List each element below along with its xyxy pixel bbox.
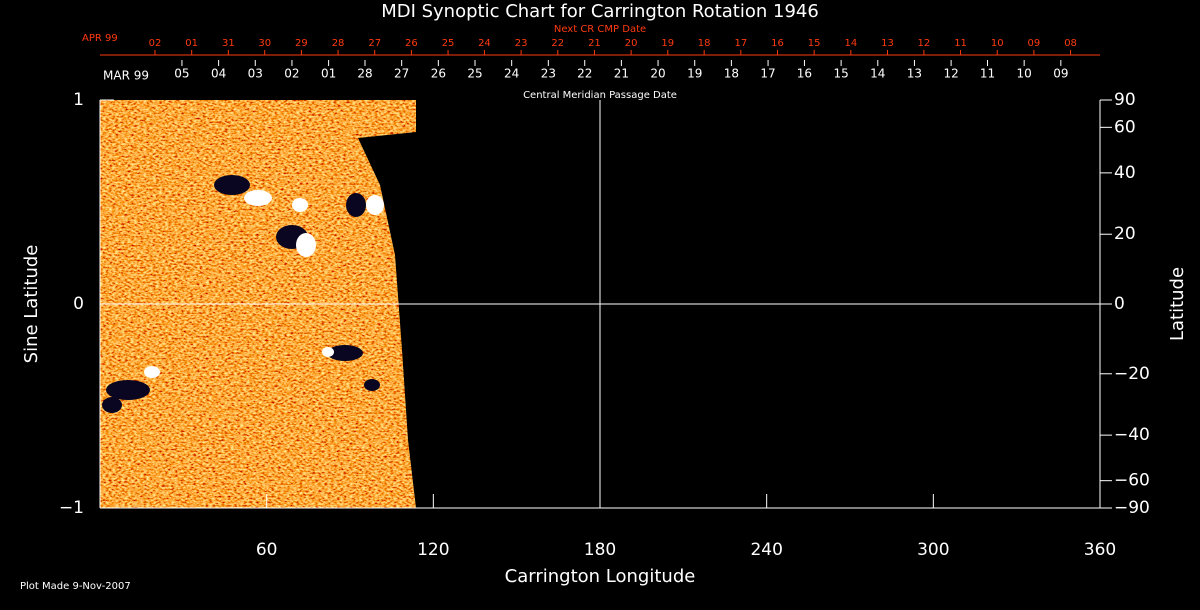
date-label: 04 bbox=[211, 67, 226, 81]
date-label: 02 bbox=[149, 38, 162, 49]
date-label: 18 bbox=[724, 67, 739, 81]
top-axis-label: Next CR CMP Date bbox=[554, 24, 646, 35]
date-label: 26 bbox=[431, 67, 446, 81]
date-label: 19 bbox=[687, 67, 702, 81]
date-label: 12 bbox=[943, 67, 958, 81]
y-tick-label: 0 bbox=[73, 294, 84, 314]
date-label: 17 bbox=[760, 67, 775, 81]
date-label: 28 bbox=[357, 67, 372, 81]
x-tick-label: 360 bbox=[1084, 540, 1116, 560]
date-label: 11 bbox=[954, 38, 967, 49]
date-label: 01 bbox=[321, 67, 336, 81]
date-label: 21 bbox=[614, 67, 629, 81]
date-label: 27 bbox=[394, 67, 409, 81]
y-axis-label: Sine Latitude bbox=[21, 245, 42, 364]
date-label: 29 bbox=[295, 38, 308, 49]
date-label: 23 bbox=[515, 38, 528, 49]
x-tick-label: 240 bbox=[750, 540, 782, 560]
date-label: 05 bbox=[174, 67, 189, 81]
date-label: 11 bbox=[980, 67, 995, 81]
date-label: 12 bbox=[918, 38, 931, 49]
chart-title: MDI Synoptic Chart for Carrington Rotati… bbox=[381, 1, 819, 22]
y2-tick-label: 0 bbox=[1114, 294, 1125, 314]
date-label: 22 bbox=[577, 67, 592, 81]
date-label: 02 bbox=[284, 67, 299, 81]
y2-tick-label: 20 bbox=[1114, 224, 1136, 244]
date-label: 16 bbox=[797, 67, 812, 81]
date-label: 08 bbox=[1064, 38, 1077, 49]
top-axis-label: Central Meridian Passage Date bbox=[523, 90, 677, 101]
date-label: 23 bbox=[541, 67, 556, 81]
date-label: 10 bbox=[991, 38, 1004, 49]
top-axis-start-label: APR 99 bbox=[82, 33, 118, 44]
x-tick-label: 120 bbox=[417, 540, 449, 560]
date-label: 16 bbox=[771, 38, 784, 49]
date-label: 15 bbox=[808, 38, 821, 49]
date-label: 24 bbox=[478, 38, 491, 49]
date-label: 18 bbox=[698, 38, 711, 49]
footnote: Plot Made 9-Nov-2007 bbox=[20, 581, 131, 592]
y2-tick-label: −60 bbox=[1114, 471, 1150, 491]
y2-tick-label: −40 bbox=[1114, 425, 1150, 445]
date-label: 19 bbox=[661, 38, 674, 49]
x-axis-label: Carrington Longitude bbox=[505, 566, 696, 587]
y2-axis-label: Latitude bbox=[1167, 267, 1188, 341]
y2-tick-label: 40 bbox=[1114, 163, 1136, 183]
date-label: 14 bbox=[870, 67, 885, 81]
date-label: 24 bbox=[504, 67, 519, 81]
date-label: 25 bbox=[442, 38, 455, 49]
date-label: 09 bbox=[1053, 67, 1068, 81]
date-label: 10 bbox=[1017, 67, 1032, 81]
x-tick-label: 180 bbox=[584, 540, 616, 560]
date-label: 28 bbox=[332, 38, 345, 49]
date-label: 03 bbox=[248, 67, 263, 81]
y2-tick-label: 60 bbox=[1114, 117, 1136, 137]
date-label: 26 bbox=[405, 38, 418, 49]
date-label: 27 bbox=[368, 38, 381, 49]
top-axis-start-label: MAR 99 bbox=[103, 69, 149, 83]
y-tick-label: −1 bbox=[59, 498, 84, 518]
y2-tick-label: −90 bbox=[1114, 498, 1150, 518]
date-label: 14 bbox=[844, 38, 857, 49]
date-label: 22 bbox=[551, 38, 564, 49]
date-label: 13 bbox=[881, 38, 894, 49]
x-tick-label: 60 bbox=[256, 540, 278, 560]
date-label: 20 bbox=[650, 67, 665, 81]
date-label: 20 bbox=[625, 38, 638, 49]
date-label: 25 bbox=[467, 67, 482, 81]
date-label: 31 bbox=[222, 38, 235, 49]
date-label: 15 bbox=[833, 67, 848, 81]
date-label: 21 bbox=[588, 38, 601, 49]
x-tick-label: 300 bbox=[917, 540, 949, 560]
date-label: 30 bbox=[258, 38, 271, 49]
date-label: 17 bbox=[734, 38, 747, 49]
date-label: 01 bbox=[185, 38, 198, 49]
date-label: 09 bbox=[1028, 38, 1041, 49]
y-tick-label: 1 bbox=[73, 90, 84, 110]
y2-tick-label: 90 bbox=[1114, 90, 1136, 110]
date-label: 13 bbox=[907, 67, 922, 81]
y2-tick-label: −20 bbox=[1114, 364, 1150, 384]
